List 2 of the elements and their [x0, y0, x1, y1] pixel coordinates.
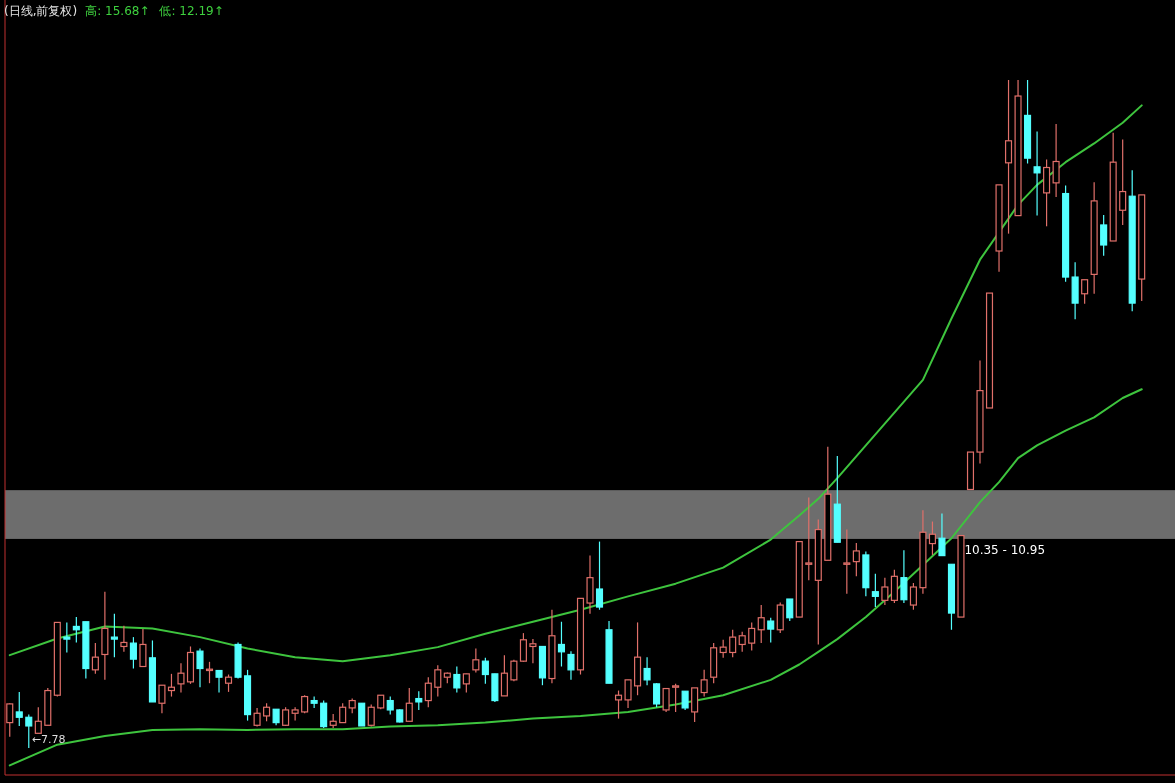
band-label: 10.35 - 10.95 [964, 542, 1046, 557]
title: (日线,前复权) [4, 4, 78, 18]
